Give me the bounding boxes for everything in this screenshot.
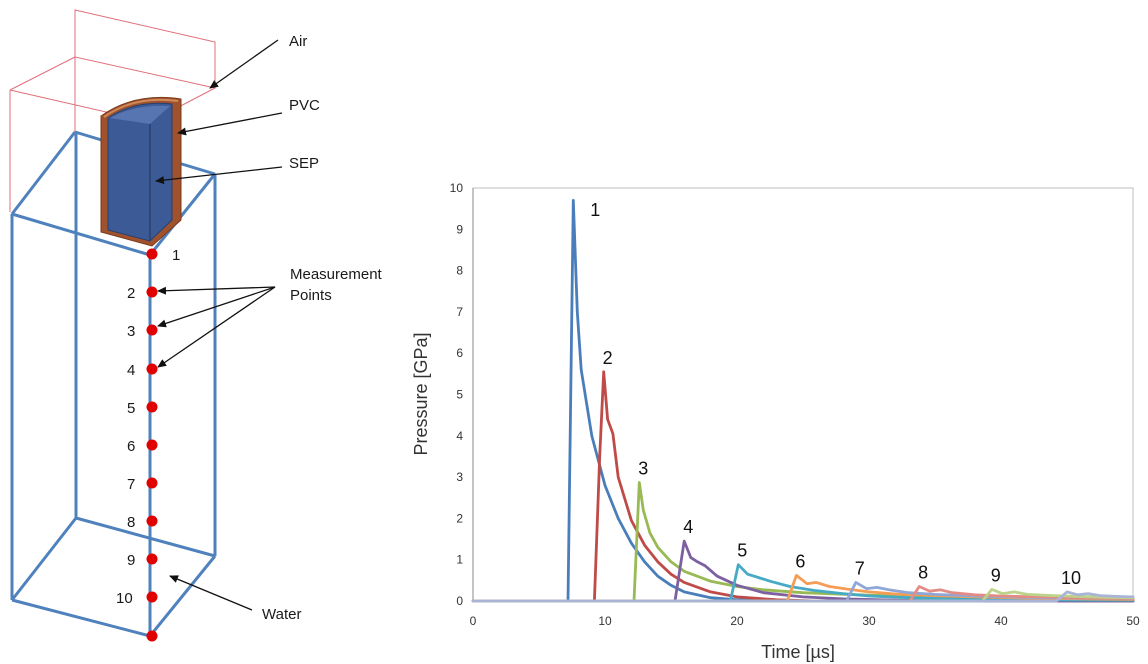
peak-labels: 1 2 3 4 5 6 7 8 9 10 xyxy=(590,200,1081,588)
measurement-number-9: 9 xyxy=(127,552,135,569)
series-label-8: 8 xyxy=(918,563,928,583)
measurement-number-4: 4 xyxy=(127,362,135,379)
y-tick-label: 1 xyxy=(456,553,463,567)
measurement-number-10: 10 xyxy=(116,590,133,607)
x-axis-title: Time [µs] xyxy=(761,642,835,662)
series-line-1 xyxy=(471,199,1135,603)
air-arrow xyxy=(209,39,279,89)
measurement-arrow-4 xyxy=(157,286,276,368)
series-lines xyxy=(471,199,1135,603)
measurement-points xyxy=(146,248,158,642)
label-water: Water xyxy=(262,606,301,623)
callout-arrows xyxy=(155,39,283,611)
measurement-numbers: 1 2 3 4 5 6 7 8 9 10 xyxy=(116,247,180,607)
x-tick-label: 50 xyxy=(1126,614,1140,628)
y-axis-title: Pressure [GPa] xyxy=(411,332,431,455)
measurement-number-8: 8 xyxy=(127,514,135,531)
series-label-4: 4 xyxy=(683,517,693,537)
y-tick-label: 4 xyxy=(456,429,463,443)
label-measurement-line2: Points xyxy=(290,287,332,304)
sep-face-top xyxy=(110,105,170,124)
measurement-point-5 xyxy=(146,401,158,413)
label-pvc: PVC xyxy=(289,97,320,114)
series-label-7: 7 xyxy=(855,558,865,578)
x-ticks: 0 10 20 30 40 50 xyxy=(470,614,1140,628)
label-sep: SEP xyxy=(289,155,319,172)
pressure-chart: 0 1 2 3 4 5 6 7 8 9 10 0 10 20 30 40 50 1 2 3 4 5 6 7 8 9 10 Tim… xyxy=(411,181,1140,662)
y-ticks: 0 1 2 3 4 5 6 7 8 9 10 xyxy=(450,181,464,608)
measurement-point-7 xyxy=(146,477,158,489)
y-tick-label: 2 xyxy=(456,511,463,525)
series-label-6: 6 xyxy=(795,551,805,571)
measurement-number-1: 1 xyxy=(172,247,180,264)
measurement-arrow-3 xyxy=(157,286,276,328)
x-tick-label: 30 xyxy=(862,614,876,628)
pvc-shell-highlight xyxy=(103,98,179,118)
pvc-arrow xyxy=(177,112,283,136)
measurement-arrow-2 xyxy=(157,286,276,295)
series-line-5 xyxy=(471,563,1135,603)
series-label-2: 2 xyxy=(603,348,613,368)
series-label-3: 3 xyxy=(638,458,648,478)
x-tick-label: 20 xyxy=(730,614,744,628)
setup-diagram: 1 2 3 4 5 6 7 8 9 10 Air PVC SEP Measurement Poin… xyxy=(9,9,383,642)
measurement-point-6 xyxy=(146,439,158,451)
measurement-number-7: 7 xyxy=(127,476,135,493)
series-line-3 xyxy=(471,481,1135,603)
series-line-8 xyxy=(471,585,1135,603)
label-measurement-line1: Measurement xyxy=(290,266,383,283)
y-tick-label: 0 xyxy=(456,594,463,608)
y-tick-label: 9 xyxy=(456,222,463,236)
y-tick-label: 10 xyxy=(450,181,464,195)
measurement-point-3 xyxy=(146,324,158,336)
sep-arrow xyxy=(155,166,283,185)
water-arrow xyxy=(169,575,253,611)
label-air: Air xyxy=(289,33,307,50)
sep-core xyxy=(107,102,173,242)
y-tick-label: 8 xyxy=(456,264,463,278)
x-tick-label: 10 xyxy=(598,614,612,628)
series-label-9: 9 xyxy=(991,565,1001,585)
series-label-10: 10 xyxy=(1061,568,1081,588)
x-tick-label: 0 xyxy=(470,614,477,628)
y-tick-label: 7 xyxy=(456,305,463,319)
series-label-5: 5 xyxy=(737,541,747,561)
series-line-10 xyxy=(471,590,1135,603)
measurement-number-2: 2 xyxy=(127,285,135,302)
y-tick-label: 3 xyxy=(456,470,463,484)
y-tick-label: 5 xyxy=(456,388,463,402)
measurement-point-10 xyxy=(146,591,158,603)
series-label-1: 1 xyxy=(590,200,600,220)
measurement-number-6: 6 xyxy=(127,438,135,455)
measurement-point-2 xyxy=(146,286,158,298)
measurement-number-5: 5 xyxy=(127,400,135,417)
measurement-point-9 xyxy=(146,553,158,565)
series-line-9 xyxy=(471,588,1135,603)
measurement-point-bottom xyxy=(146,630,158,642)
series-line-2 xyxy=(471,370,1135,603)
measurement-number-3: 3 xyxy=(127,323,135,340)
measurement-point-8 xyxy=(146,515,158,527)
measurement-point-4 xyxy=(146,363,158,375)
water-box xyxy=(10,130,217,638)
measurement-point-1 xyxy=(146,248,158,260)
y-tick-label: 6 xyxy=(456,346,463,360)
x-tick-label: 40 xyxy=(994,614,1008,628)
